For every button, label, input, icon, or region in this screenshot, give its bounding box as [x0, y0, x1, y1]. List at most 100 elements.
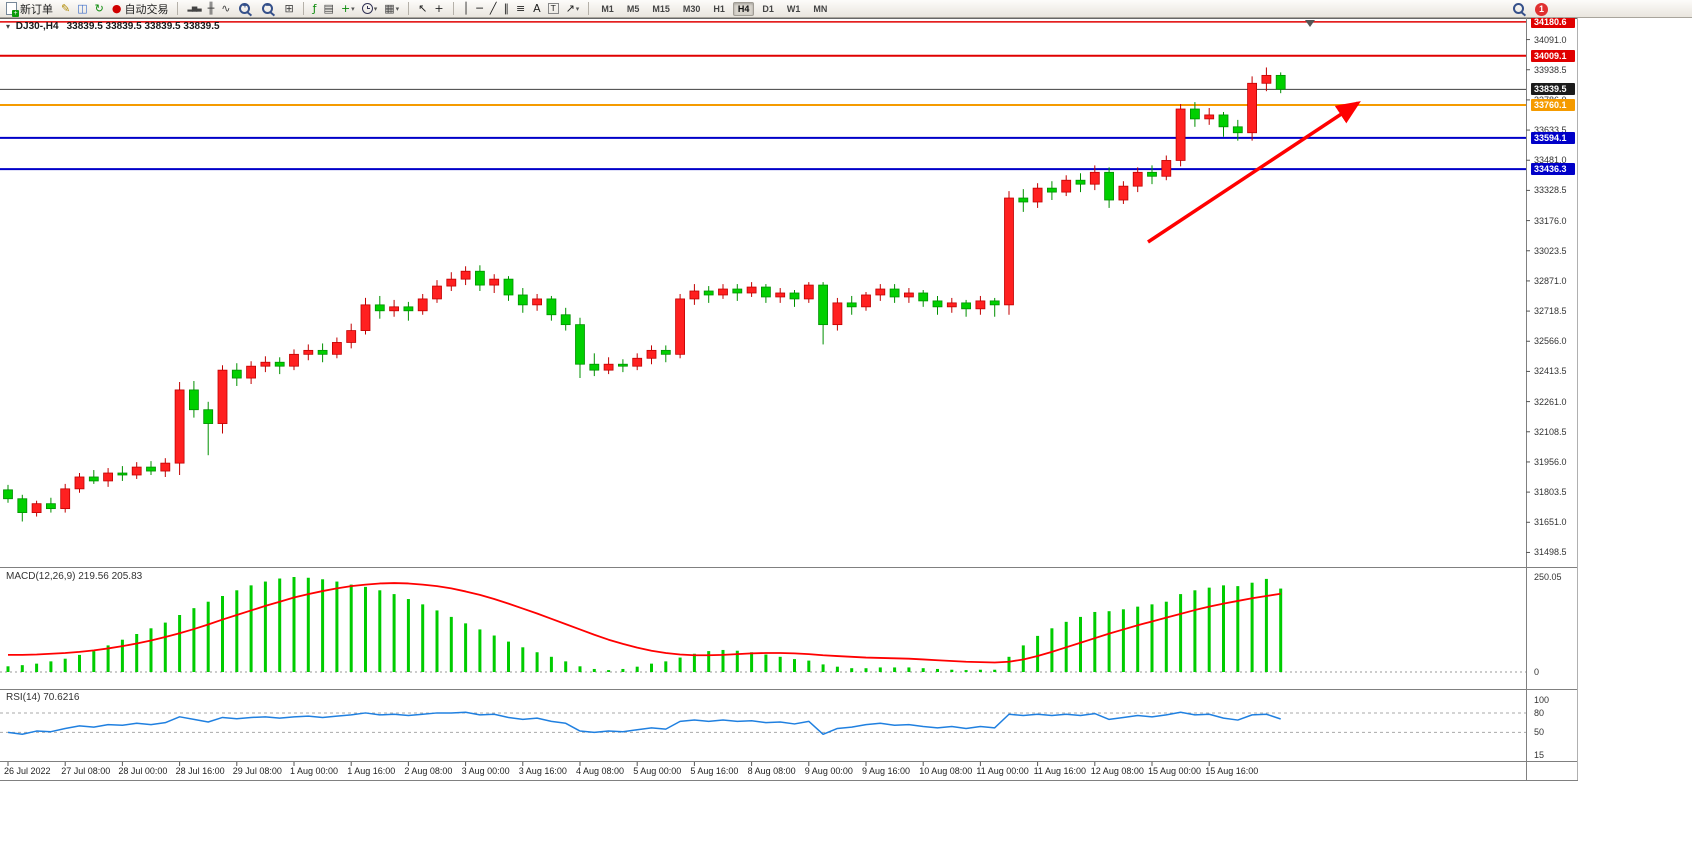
candle-body	[1190, 108, 1200, 120]
timeframe-h4[interactable]: H4	[732, 1, 755, 16]
metaeditor-button[interactable]: ✎	[58, 1, 73, 17]
tile-windows-icon: ⊞	[284, 2, 294, 15]
text-label-button[interactable]: T	[545, 1, 562, 17]
price-scale[interactable]: 34091.033938.533786.033633.533481.033328…	[1531, 0, 1591, 781]
cursor-button[interactable]: ↖	[415, 1, 430, 17]
periods-button[interactable]: ▾	[359, 1, 381, 17]
price-tick: 33328.5	[1534, 185, 1567, 196]
date-label: 27 Jul 08:00	[61, 766, 111, 776]
price-badge-34009.1: 34009.1	[1531, 49, 1575, 62]
notification-badge[interactable]: 1	[1535, 2, 1548, 16]
candle-body	[904, 292, 914, 298]
rsi-value: 70.6216	[43, 692, 80, 703]
candle-body	[1232, 126, 1243, 134]
candle-body	[889, 288, 900, 298]
fibonacci-button[interactable]: ≡	[513, 1, 528, 17]
crosshair-button[interactable]: +	[431, 1, 446, 17]
toolbar-group-zoom: + − ⊞	[235, 1, 296, 17]
candle-body	[517, 294, 528, 306]
autotrading-button[interactable]: ● 自动交易	[109, 1, 172, 17]
candle-body	[432, 285, 442, 300]
timeframe-m1[interactable]: M1	[601, 3, 614, 14]
terminal-button[interactable]: ◫	[74, 1, 90, 17]
new-order-button[interactable]: 新订单	[3, 1, 56, 17]
candle-body	[918, 292, 929, 302]
timeframe-m5[interactable]: M5	[626, 3, 640, 14]
macd-histogram-bar	[1207, 587, 1211, 672]
macd-histogram-bar	[449, 616, 453, 672]
timeframe-m30[interactable]: M30	[682, 3, 701, 14]
candle-body	[231, 369, 242, 379]
search-icon[interactable]	[1513, 3, 1524, 14]
macd-histogram-bar	[1164, 601, 1168, 672]
toolbar-group-indicators: ƒ ▤ + ▾ ▾ ▦ ▾	[310, 1, 402, 17]
candle-body	[675, 298, 685, 355]
toolbar-separator	[408, 2, 410, 15]
candle-body	[732, 288, 743, 294]
macd-histogram-bar	[793, 659, 796, 672]
tile-windows-button[interactable]: ⊞	[281, 1, 296, 17]
bar-chart-button[interactable]: ▂▅▃	[184, 1, 203, 17]
macd-histogram-bar	[192, 608, 196, 672]
timeframe-d1[interactable]: D1	[762, 3, 774, 14]
trendline-button[interactable]: ╱	[487, 1, 500, 17]
vertical-line-button[interactable]: │	[460, 1, 473, 17]
text-button[interactable]: A	[530, 1, 544, 17]
candle-body	[460, 270, 471, 280]
channel-button[interactable]: ∥	[500, 1, 512, 17]
magnifier-sign: +	[242, 0, 248, 10]
arrows-button[interactable]: ↗ ▾	[563, 1, 583, 17]
candle-body	[932, 300, 943, 308]
macd-histogram-bar	[492, 635, 496, 672]
indicators-button[interactable]: ƒ	[310, 1, 320, 17]
timeframe-h1[interactable]: H1	[713, 3, 725, 14]
toolbar-separator	[302, 2, 304, 15]
macd-histogram-bar	[92, 651, 96, 672]
horizontal-line-button[interactable]: ─	[473, 1, 486, 17]
refresh-button[interactable]: ↻	[92, 1, 107, 17]
price-tick: 34091.0	[1534, 34, 1567, 45]
timeframe-m15[interactable]: M15	[652, 3, 670, 14]
macd-histogram-bar	[35, 663, 39, 672]
candle-body	[446, 278, 457, 287]
candle-body	[46, 503, 56, 510]
macd-histogram-bar	[1107, 611, 1111, 672]
price-tick: 32413.5	[1534, 366, 1567, 377]
trend-arrow[interactable]	[1147, 101, 1361, 244]
timeframe-mn[interactable]: MN	[813, 3, 828, 14]
candle-body	[1218, 114, 1229, 128]
price-tick: 32108.5	[1534, 426, 1567, 437]
templates-button[interactable]: ▦ ▾	[381, 1, 402, 17]
macd-histogram-bar	[63, 658, 67, 672]
channel-icon: ∥	[503, 2, 509, 15]
macd-histogram-bar	[235, 590, 239, 672]
add-indicator-button[interactable]: + ▾	[338, 1, 358, 17]
candle-body	[217, 369, 228, 424]
candle-body	[74, 476, 85, 490]
macd-histogram-bar	[750, 652, 754, 672]
macd-histogram-bar	[178, 615, 182, 672]
macd-histogram-bar	[6, 666, 10, 672]
timeframe-w1[interactable]: W1	[786, 3, 801, 14]
candle-body	[1004, 197, 1014, 306]
dropdown-caret-icon: ▾	[575, 5, 580, 13]
macd-histogram-bar	[206, 601, 210, 672]
date-label: 28 Jul 00:00	[118, 766, 168, 776]
macd-histogram-bar	[821, 664, 825, 672]
rsi-axis-label: 15	[1534, 749, 1545, 760]
plus-icon: +	[340, 2, 351, 15]
candle-body	[718, 288, 728, 296]
zoom-in-button[interactable]: +	[235, 1, 257, 17]
chart-canvas[interactable]	[0, 0, 1692, 781]
candle-body	[188, 389, 199, 411]
toolbar-group-autotrading: ● 自动交易	[109, 1, 172, 17]
toolbar-group-trade: 新订单	[3, 1, 56, 17]
candlestick-chart-button[interactable]: ╫	[205, 1, 218, 17]
indicator-window-button[interactable]: ▤	[321, 1, 337, 17]
candle-body	[274, 361, 285, 367]
candle-body	[618, 363, 628, 367]
chart-shift-marker[interactable]	[1305, 20, 1315, 27]
timeframe-group: M1 M5 M15 M30 H1 H4 D1 W1 MN	[595, 1, 833, 16]
zoom-out-button[interactable]: −	[258, 1, 280, 17]
line-chart-button[interactable]: ∿	[218, 1, 233, 17]
